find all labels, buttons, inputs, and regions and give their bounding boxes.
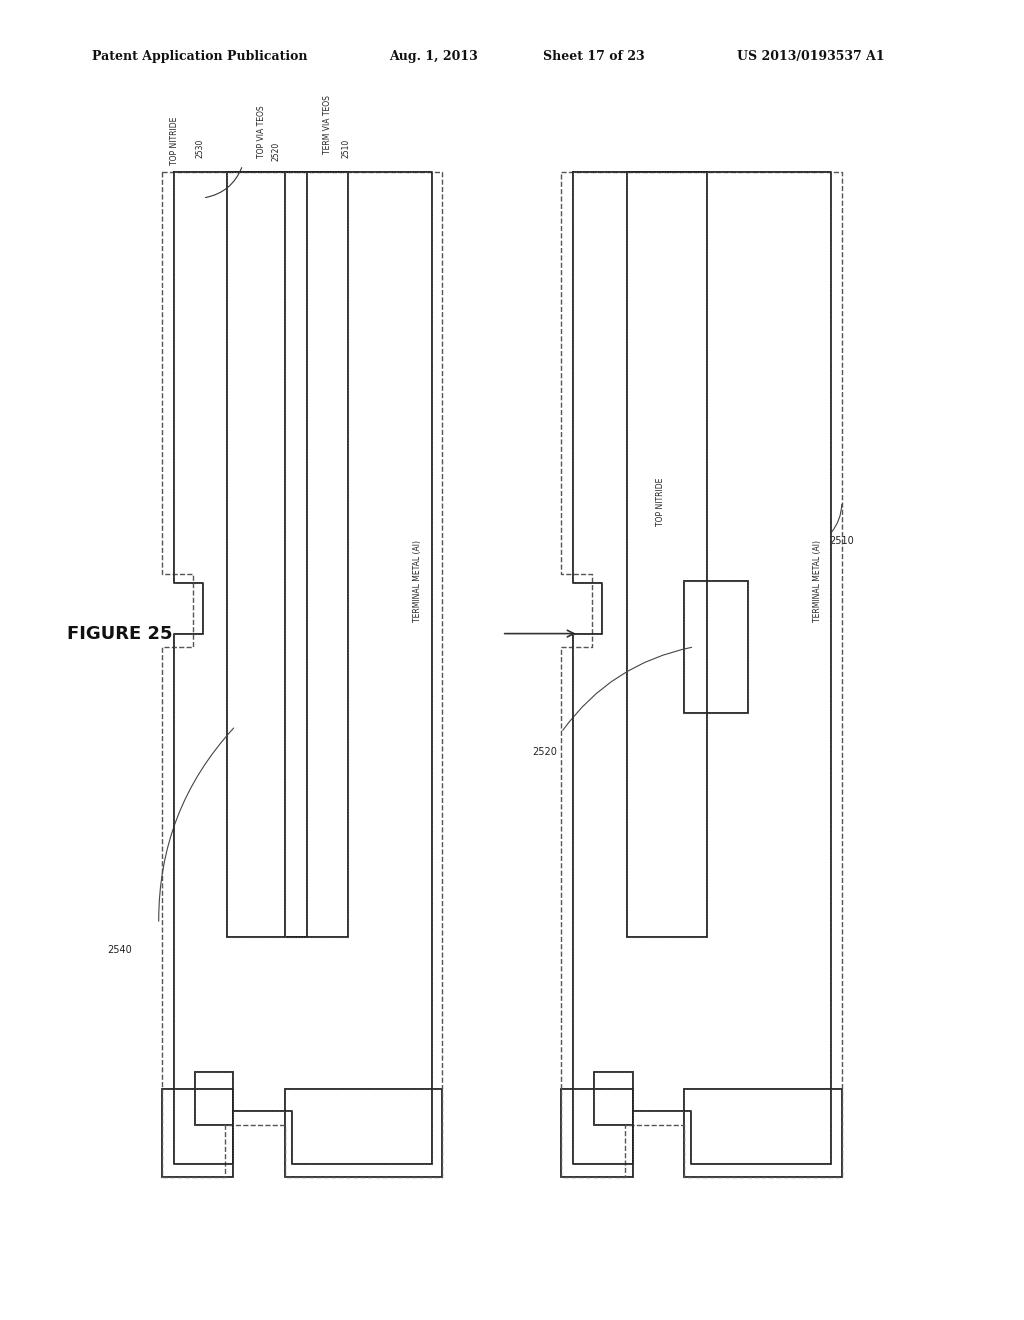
- Bar: [684, 1089, 842, 1177]
- Text: 2510: 2510: [342, 139, 350, 158]
- Text: 2520: 2520: [272, 141, 281, 161]
- Bar: [684, 581, 748, 713]
- Bar: [195, 1072, 233, 1125]
- Text: Sheet 17 of 23: Sheet 17 of 23: [543, 50, 644, 63]
- Bar: [162, 1089, 233, 1177]
- Text: Patent Application Publication: Patent Application Publication: [92, 50, 307, 63]
- Text: US 2013/0193537 A1: US 2013/0193537 A1: [737, 50, 885, 63]
- Text: 2530: 2530: [196, 139, 204, 158]
- Bar: [227, 172, 307, 937]
- Text: TERM VIA TEOS: TERM VIA TEOS: [324, 95, 332, 154]
- Bar: [561, 1089, 633, 1177]
- Text: Aug. 1, 2013: Aug. 1, 2013: [389, 50, 478, 63]
- Text: TERMINAL METAL (Al): TERMINAL METAL (Al): [813, 540, 821, 622]
- Text: FIGURE 25: FIGURE 25: [67, 624, 172, 643]
- Text: 2540: 2540: [108, 945, 132, 956]
- Bar: [594, 1072, 633, 1125]
- Bar: [285, 1089, 442, 1177]
- Bar: [627, 172, 707, 937]
- Bar: [285, 172, 348, 937]
- Bar: [627, 172, 707, 937]
- Text: TOP VIA TEOS: TOP VIA TEOS: [257, 106, 265, 158]
- Text: TOP NITRIDE: TOP NITRIDE: [656, 478, 665, 525]
- Text: 2510: 2510: [829, 536, 854, 546]
- Bar: [684, 1089, 842, 1177]
- Bar: [285, 1089, 442, 1177]
- Bar: [684, 581, 748, 713]
- Text: TOP NITRIDE: TOP NITRIDE: [170, 116, 178, 165]
- Text: TERMINAL METAL (Al): TERMINAL METAL (Al): [414, 540, 422, 622]
- Text: 2520: 2520: [532, 747, 557, 758]
- Bar: [162, 1089, 233, 1177]
- Bar: [227, 172, 307, 937]
- Bar: [594, 1072, 633, 1125]
- Bar: [195, 1072, 233, 1125]
- Bar: [561, 1089, 633, 1177]
- Bar: [285, 172, 348, 937]
